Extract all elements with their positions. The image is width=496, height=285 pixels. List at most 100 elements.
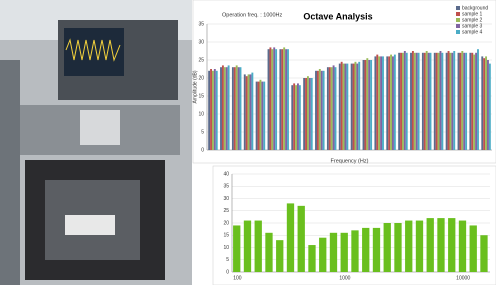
bar: [258, 82, 260, 150]
bar: [453, 51, 455, 150]
y-tick-label: 30: [198, 39, 204, 45]
bar: [437, 218, 444, 272]
power-supply: [80, 110, 120, 145]
bar: [487, 60, 489, 150]
bar: [319, 69, 321, 150]
bar: [210, 69, 212, 150]
bar: [295, 85, 297, 150]
bar: [416, 221, 423, 272]
bar: [307, 76, 309, 150]
bar: [330, 233, 337, 272]
bar: [418, 53, 420, 150]
bar: [212, 71, 214, 150]
bar: [226, 67, 228, 150]
bar: [470, 225, 477, 272]
x-axis-label: Frequency (Hz): [331, 158, 369, 164]
bar: [430, 53, 432, 150]
annotation: Operation freq. : 1000Hz: [222, 12, 282, 18]
bar: [283, 47, 285, 150]
bar: [458, 53, 460, 150]
bar: [263, 82, 265, 150]
bar: [363, 60, 365, 150]
bar: [382, 56, 384, 150]
bar: [427, 218, 434, 272]
bar: [317, 71, 319, 150]
bar: [308, 245, 315, 272]
bar: [275, 49, 277, 150]
bar: [228, 65, 230, 150]
bar: [380, 56, 382, 150]
bar: [305, 78, 307, 150]
bar: [220, 67, 222, 150]
bar: [374, 56, 376, 150]
bar: [483, 58, 485, 150]
bar: [297, 83, 299, 150]
bar: [236, 65, 238, 150]
bar: [398, 53, 400, 150]
x-tick-label: 100: [233, 275, 242, 281]
y-tick-label: 25: [223, 208, 229, 214]
y-tick-label: 15: [223, 233, 229, 239]
y-tick-label: 10: [198, 111, 204, 117]
y-tick-label: 30: [223, 196, 229, 202]
bar: [448, 51, 450, 150]
bar: [285, 49, 287, 150]
x-tick-label: 1000: [339, 275, 350, 281]
bar: [434, 53, 436, 150]
bar: [364, 60, 366, 150]
bar: [341, 233, 348, 272]
bar: [309, 78, 311, 150]
bar: [273, 47, 275, 150]
bar: [255, 221, 262, 272]
bar: [451, 53, 453, 150]
bar: [331, 67, 333, 150]
y-tick-label: 40: [223, 171, 229, 177]
legend-swatch: [456, 24, 460, 28]
bar: [333, 65, 335, 150]
photo: [0, 0, 192, 285]
bar: [250, 74, 252, 150]
bar: [463, 53, 465, 150]
bar: [279, 49, 281, 150]
legend-swatch: [456, 6, 460, 10]
bar: [448, 218, 455, 272]
bar: [405, 221, 412, 272]
bar: [446, 53, 448, 150]
bar: [303, 78, 305, 150]
bar: [261, 82, 263, 150]
bar: [351, 230, 358, 272]
bar: [436, 53, 438, 150]
scope-screen: [64, 28, 124, 76]
bar: [481, 56, 483, 150]
bar: [461, 51, 463, 150]
bar: [459, 53, 461, 150]
bar: [208, 71, 210, 150]
y-tick-label: 0: [201, 147, 204, 153]
bar: [291, 85, 293, 150]
bar: [323, 71, 325, 150]
bar: [366, 58, 368, 150]
bar: [329, 67, 331, 150]
bar: [234, 67, 236, 150]
y-tick-label: 0: [226, 269, 229, 275]
bar: [222, 65, 224, 150]
chart-title: Octave Analysis: [303, 11, 372, 21]
bar: [394, 55, 396, 150]
y-tick-label: 25: [198, 57, 204, 63]
bar: [299, 85, 301, 150]
bar: [424, 53, 426, 150]
bar: [384, 223, 391, 272]
bar: [265, 233, 272, 272]
bar: [416, 53, 418, 150]
bar: [422, 53, 424, 150]
bar: [293, 83, 295, 150]
bar: [311, 78, 313, 150]
bar: [345, 64, 347, 150]
bar: [475, 53, 477, 150]
bar: [449, 53, 451, 150]
bar: [356, 64, 358, 150]
bar: [233, 225, 240, 272]
bar: [412, 51, 414, 150]
bar: [459, 221, 466, 272]
bar: [240, 67, 242, 150]
